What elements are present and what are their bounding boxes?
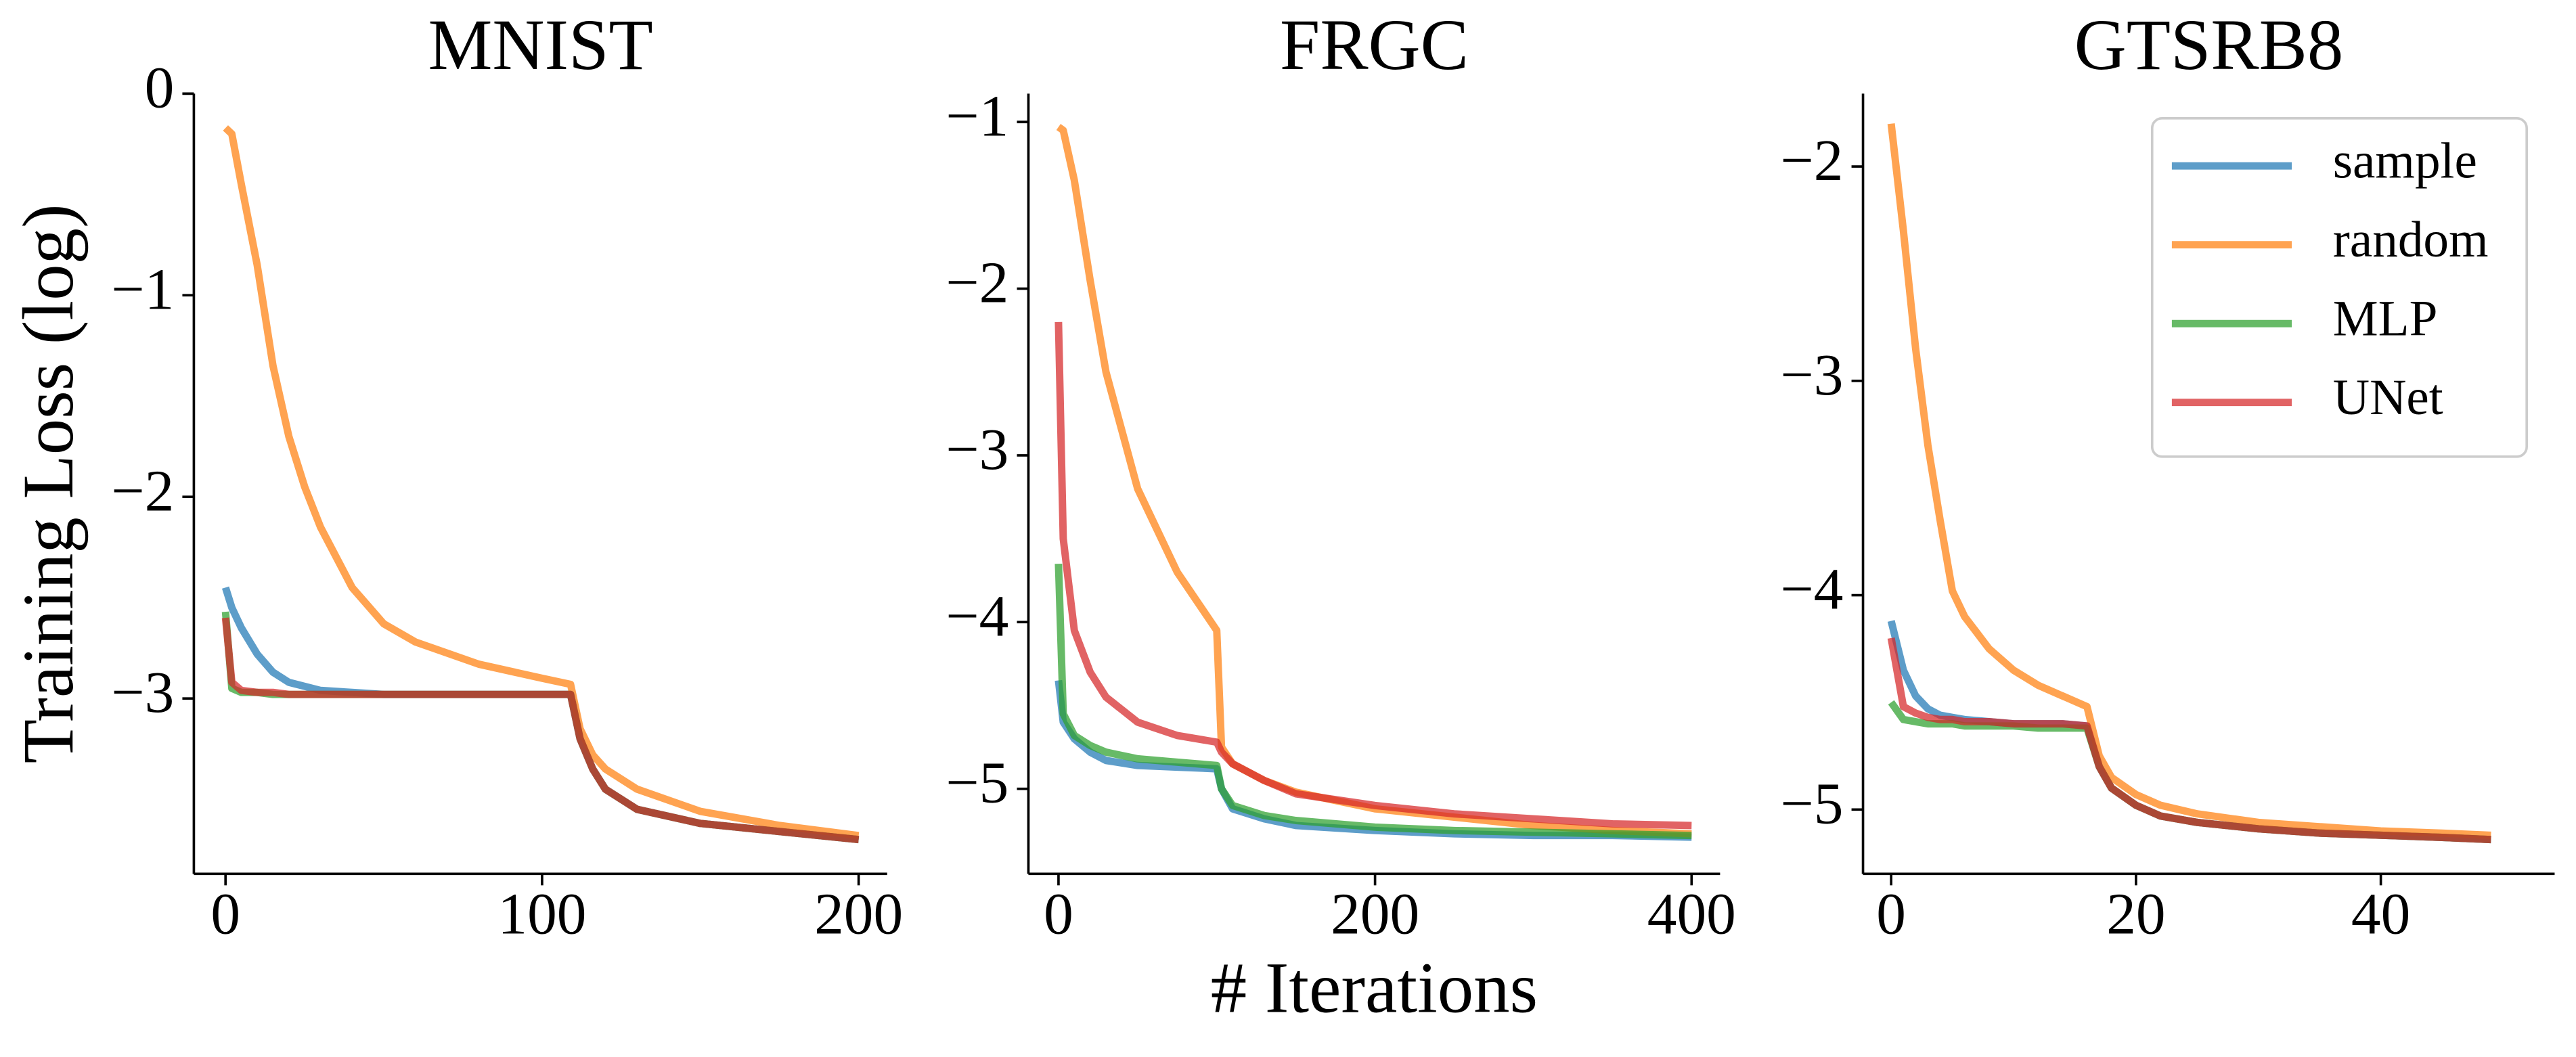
legend-label: sample <box>2333 133 2477 189</box>
y-tick-label: −4 <box>1780 556 1843 622</box>
y-tick-label: −2 <box>1780 127 1843 193</box>
line-series <box>1887 637 2491 844</box>
y-tick-label: −3 <box>946 416 1008 482</box>
x-tick-label: 400 <box>1647 880 1736 946</box>
line-series <box>1054 563 1692 840</box>
y-tick-label: −2 <box>946 250 1008 315</box>
legend-label: MLP <box>2333 290 2438 346</box>
x-tick-label: 0 <box>1876 880 1906 946</box>
line-series <box>1054 321 1692 830</box>
y-tick-label: −4 <box>946 583 1008 648</box>
y-tick-label: −1 <box>946 83 1008 148</box>
chart-title: MNIST <box>428 5 652 85</box>
x-tick-label: 20 <box>2106 880 2165 946</box>
line-series <box>223 125 860 840</box>
chart-title: FRGC <box>1280 5 1469 85</box>
line-series <box>221 586 860 844</box>
y-tick-label: −5 <box>1780 770 1843 836</box>
line-series <box>1887 123 2491 839</box>
x-tick-label: 100 <box>497 880 586 946</box>
line-series <box>221 611 860 844</box>
y-tick-label: −5 <box>946 750 1008 815</box>
x-tick-label: 0 <box>210 880 240 946</box>
y-tick-label: 0 <box>145 54 175 120</box>
x-tick-label: 0 <box>1044 880 1073 946</box>
y-axis-label: Training Loss (log) <box>9 204 89 763</box>
x-tick-label: 200 <box>1331 880 1419 946</box>
chart-title: GTSRB8 <box>2074 5 2344 85</box>
legend-label: UNet <box>2333 369 2443 426</box>
legend-label: random <box>2333 212 2489 268</box>
y-tick-label: −2 <box>111 457 174 523</box>
line-series <box>1887 620 2491 844</box>
legend-box <box>2150 116 2529 458</box>
y-tick-label: −3 <box>1780 342 1843 407</box>
y-tick-label: −3 <box>111 659 174 725</box>
x-tick-label: 200 <box>814 880 903 946</box>
x-tick-label: 40 <box>2351 880 2410 946</box>
line-series <box>221 617 860 844</box>
y-tick-label: −1 <box>111 256 174 321</box>
x-axis-label: # Iterations <box>1211 948 1538 1028</box>
